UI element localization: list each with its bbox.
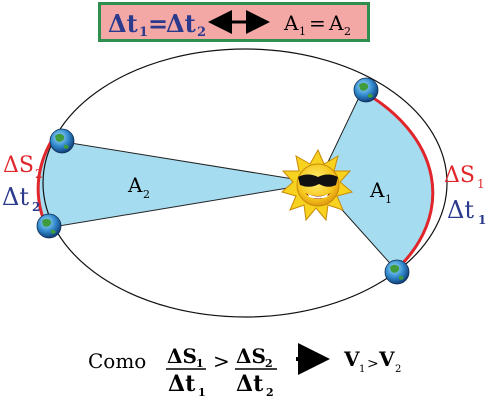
header-dt2-sub: 2 — [197, 25, 206, 40]
velocity-greater: > — [367, 356, 379, 372]
velocity2: V — [378, 347, 395, 371]
header-dt1: Δt — [108, 9, 138, 38]
velocity2-sub: 2 — [395, 364, 401, 375]
label-a2: A — [127, 173, 143, 197]
fraction1-numerator: ΔS — [167, 344, 197, 368]
header-a1-sub: 1 — [299, 25, 306, 38]
label-ds1-sub: 1 — [477, 177, 485, 191]
arc-ds1 — [361, 89, 435, 272]
label-ds2-sub: 2 — [35, 167, 43, 181]
orbit-ellipse — [42, 48, 448, 318]
header-equation: Δt 1 = Δt 2 A 1 = A 2 — [108, 9, 351, 40]
earth-icon — [36, 213, 62, 239]
fraction2-numerator: ΔS — [236, 344, 266, 368]
header-dt2: Δt — [166, 9, 196, 38]
fraction2-denominator: Δt — [236, 371, 264, 397]
fraction1-denominator: Δt — [168, 371, 196, 397]
header-a2-sub: 2 — [344, 25, 351, 38]
label-dt2-sub: 2 — [32, 200, 40, 214]
earth-icon — [353, 77, 379, 103]
header-dt1-sub: 1 — [139, 25, 148, 40]
earth-icon — [49, 128, 75, 154]
greater-than: > — [213, 349, 230, 373]
header-box — [98, 2, 370, 42]
label-a1: A — [369, 178, 385, 202]
fraction2-den-sub: 2 — [266, 386, 274, 399]
velocity1-sub: 1 — [359, 364, 365, 375]
header-a1: A — [283, 11, 299, 35]
label-a1-sub: 1 — [385, 193, 392, 206]
header-a2: A — [328, 11, 344, 35]
earth-icon — [384, 259, 410, 285]
fraction1-num-sub: 1 — [196, 357, 204, 370]
label-ds2: ΔS — [3, 153, 34, 178]
label-a2-sub: 2 — [143, 188, 150, 201]
label-dt1: Δt — [447, 196, 474, 224]
header-equals: = — [148, 9, 168, 38]
velocity1: V — [343, 347, 360, 371]
label-dt1-sub: 1 — [478, 213, 486, 227]
conclusion-statement: Como ΔS 1 Δt 1 > ΔS 2 Δt 2 V 1 > V 2 — [88, 343, 401, 399]
fraction1-den-sub: 1 — [198, 386, 206, 399]
header-area-equals: = — [309, 11, 326, 35]
sun-icon — [280, 148, 354, 222]
label-ds1: ΔS — [444, 163, 475, 188]
label-dt2: Δt — [2, 183, 29, 211]
fraction2-num-sub: 2 — [265, 357, 273, 370]
sector-a2 — [37, 139, 319, 229]
conclusion-word: Como — [88, 349, 146, 373]
